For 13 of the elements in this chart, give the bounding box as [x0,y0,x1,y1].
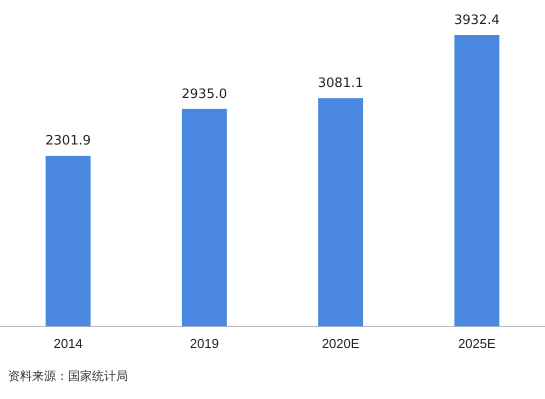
x-tick-label: 2020E [322,336,360,351]
x-tick-label: 2025E [458,336,496,351]
data-label: 2301.9 [45,134,91,149]
bar [318,98,364,326]
data-label: 3081.1 [318,76,364,91]
data-label: 3932.4 [454,12,500,28]
bar [454,35,500,326]
bar [46,156,91,326]
x-tick-label: 2019 [190,336,219,351]
text: 资料来源：国家统计局 [8,368,128,385]
data-label: 2935.0 [182,86,228,102]
x-tick-label: 2014 [54,336,83,351]
bar [182,108,227,326]
